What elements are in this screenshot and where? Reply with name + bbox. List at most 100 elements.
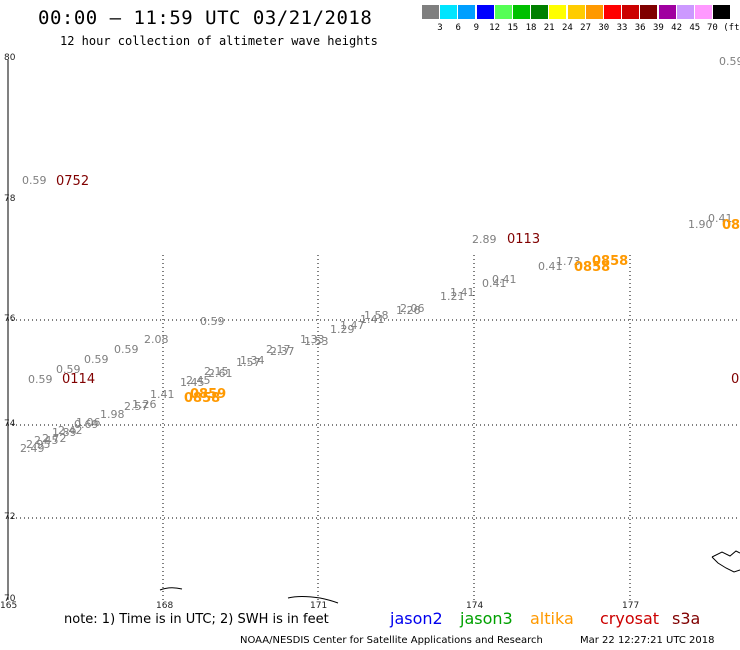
legend-jason3: jason3 xyxy=(460,609,513,628)
swh-value-layer: 0.590.592.890.590.592.080.590.590.590.41… xyxy=(20,55,740,455)
swh-value: 1.33 xyxy=(300,333,325,346)
scale-label: 24 xyxy=(561,23,573,33)
legend-s3a: s3a xyxy=(672,609,701,628)
swh-value: 2.08 xyxy=(144,333,169,346)
swh-value: 0.59 xyxy=(28,373,53,386)
coastline-fragment xyxy=(159,587,183,591)
pass-time-label: 0113 xyxy=(507,232,540,247)
scale-swatch xyxy=(622,5,640,19)
swh-value: 1.57 xyxy=(236,356,261,369)
pass-time-label: 0858 xyxy=(592,254,628,269)
swh-value: 1.34 xyxy=(240,354,265,367)
swh-value: 0.41 xyxy=(538,260,563,273)
pass-time-label: 0858 xyxy=(574,260,610,275)
swh-value: 0.59 xyxy=(56,363,81,376)
scale-label: 36 xyxy=(634,23,646,33)
units-note: note: 1) Time is in UTC; 2) SWH is in fe… xyxy=(64,612,329,627)
swh-value: 1.90 xyxy=(688,218,713,231)
swh-value: 0.59 xyxy=(84,353,109,366)
swh-value: 1.58 xyxy=(364,309,389,322)
lat-tick: 80 xyxy=(4,53,16,63)
lat-tick: 70 xyxy=(4,594,16,604)
scale-label: 21 xyxy=(543,23,555,33)
map-title: 00:00 – 11:59 UTC 03/21/2018 xyxy=(38,7,373,29)
scale-label: 30 xyxy=(598,23,610,33)
swh-value: 1.26 xyxy=(396,304,421,317)
swh-value: 1.26 xyxy=(132,398,157,411)
swh-value: 2.06 xyxy=(400,302,425,315)
pass-time-label: 0752 xyxy=(56,174,89,189)
swh-value: 0.59 xyxy=(22,174,47,187)
scale-swatch xyxy=(513,5,530,19)
scale-swatch xyxy=(585,5,603,19)
legend-jason2: jason2 xyxy=(390,609,443,628)
swh-value: 2.37 xyxy=(270,345,295,358)
pass-time-label: 0858 xyxy=(184,391,220,406)
swh-value: 0.59 xyxy=(114,343,139,356)
swh-value: 0.59 xyxy=(719,55,740,68)
swh-value: 2.45 xyxy=(34,434,59,447)
swh-value: 2.95 xyxy=(26,438,51,451)
swh-value: 1.45 xyxy=(180,376,205,389)
swh-value: 2.42 xyxy=(58,424,83,437)
lat-tick: 78 xyxy=(4,194,16,204)
swh-value: 1.41 xyxy=(360,313,385,326)
swh-value: 0.41 xyxy=(492,273,517,286)
coastline-fragment xyxy=(287,596,339,604)
scale-swatch xyxy=(440,5,458,19)
scale-swatch xyxy=(422,5,439,19)
swh-value: 1.06 xyxy=(76,416,101,429)
scale-swatch xyxy=(676,5,694,19)
swh-value: 2.57 xyxy=(124,400,149,413)
scale-label: 45 xyxy=(689,23,701,33)
lon-tick: 177 xyxy=(622,601,640,611)
grid-lines xyxy=(8,255,740,600)
scale-label: 70 (ft) xyxy=(707,23,740,33)
swh-value: 0.59 xyxy=(200,315,225,328)
legend-cryosat: cryosat xyxy=(600,609,660,628)
coastline-fragment xyxy=(711,550,740,573)
lon-tick: 171 xyxy=(310,601,328,611)
scale-swatch xyxy=(695,5,712,19)
swh-value: 0.69 xyxy=(74,418,99,431)
scale-swatch xyxy=(458,5,476,19)
swh-value: 1.29 xyxy=(330,323,355,336)
lon-tick: 165 xyxy=(0,601,18,611)
generated-timestamp: Mar 22 12:27:21 UTC 2018 xyxy=(580,635,715,646)
swh-value: 2.72 xyxy=(42,432,67,445)
lat-tick: 74 xyxy=(4,419,16,429)
swh-value: 1.47 xyxy=(340,319,365,332)
lat-tick: 72 xyxy=(4,512,16,522)
scale-swatch xyxy=(604,5,621,19)
swh-value: 2.15 xyxy=(204,365,229,378)
lat-tick: 76 xyxy=(4,314,16,324)
scale-label: 42 xyxy=(671,23,683,33)
swh-value: 2.61 xyxy=(208,367,233,380)
legend-altika: altika xyxy=(530,609,574,628)
scale-swatch xyxy=(567,5,585,19)
swh-value: 1.89 xyxy=(52,426,77,439)
swh-value: 0.41 xyxy=(708,212,733,225)
scale-swatch xyxy=(494,5,512,19)
swh-value: 2.17 xyxy=(266,343,291,356)
scale-label: 27 xyxy=(580,23,592,33)
pass-time-label: 0114 xyxy=(62,372,95,387)
swh-value: 2.49 xyxy=(20,442,45,455)
scale-label: 6 xyxy=(455,23,461,33)
scale-label: 15 xyxy=(507,23,519,33)
map-subtitle: 12 hour collection of altimeter wave hei… xyxy=(60,34,378,48)
scale-swatch xyxy=(476,5,494,19)
scale-label: 9 xyxy=(473,23,480,33)
swh-value: 2.89 xyxy=(472,233,497,246)
scale-label: 39 xyxy=(652,23,664,33)
swh-value: 1.73 xyxy=(556,255,581,268)
swh-value: 1.41 xyxy=(150,388,175,401)
swh-value: 1.98 xyxy=(100,408,125,421)
lon-tick: 168 xyxy=(156,601,174,611)
pass-time-label: 0859 xyxy=(190,387,226,402)
pass-time-label: 08 xyxy=(722,218,740,233)
scale-swatch xyxy=(640,5,658,19)
lon-tick: 174 xyxy=(466,601,484,611)
